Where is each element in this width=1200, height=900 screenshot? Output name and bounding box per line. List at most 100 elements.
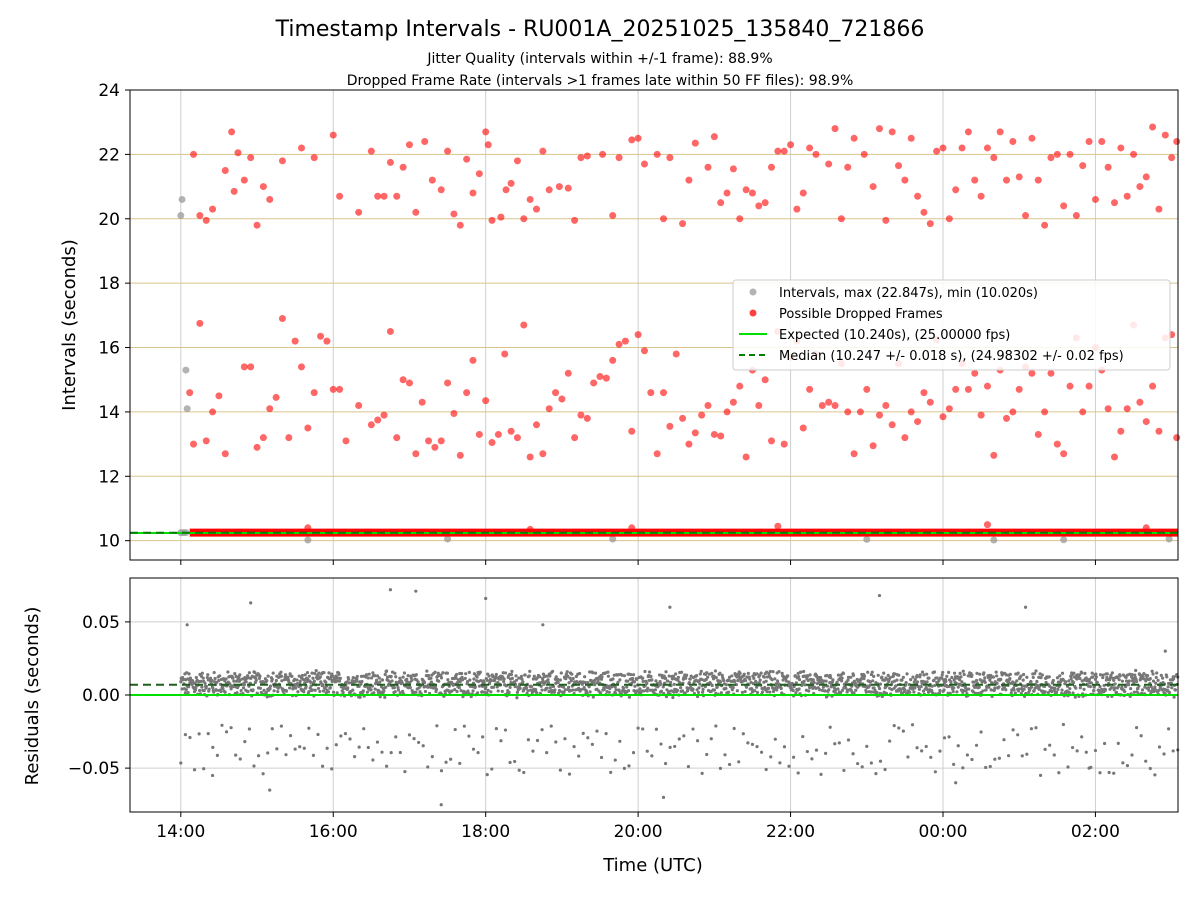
residual-point: [1075, 749, 1079, 753]
residual-point: [593, 683, 597, 687]
residual-point: [925, 680, 929, 684]
residual-point: [667, 689, 671, 694]
y-tick-label: 16: [98, 339, 120, 359]
residual-point: [711, 677, 716, 681]
dropped-frame-point: [914, 192, 922, 200]
residual-point: [988, 676, 992, 680]
dropped-frame-point: [1034, 430, 1042, 438]
dropped-frame-point: [672, 350, 680, 358]
residual-point: [325, 746, 329, 750]
residual-point: [556, 677, 560, 681]
residual-point: [886, 673, 890, 677]
residual-point: [1040, 673, 1044, 677]
dropped-frame-point: [837, 215, 845, 223]
residual-point: [627, 695, 632, 699]
residual-point: [661, 685, 665, 689]
residual-point: [1056, 687, 1060, 691]
dropped-frame-point: [1149, 123, 1157, 131]
residual-point: [398, 750, 402, 755]
residual-point: [1162, 752, 1166, 756]
residual-point: [183, 691, 187, 695]
residual-point: [293, 686, 298, 690]
residual-point: [327, 671, 331, 675]
residual-point: [975, 671, 979, 675]
residual-point: [810, 757, 814, 761]
residual-point: [584, 689, 589, 693]
residual-point: [221, 686, 225, 691]
dropped-frame-point: [1155, 427, 1163, 435]
residual-point: [987, 685, 991, 689]
residual-point: [548, 674, 552, 678]
dropped-frame-point: [774, 522, 782, 530]
residual-point: [551, 669, 555, 673]
residual-point: [219, 689, 223, 694]
residual-point: [1012, 688, 1016, 692]
residual-point: [765, 670, 769, 674]
residual-point: [571, 676, 575, 681]
residual-point: [549, 724, 553, 728]
dropped-frame-point: [634, 331, 642, 339]
residual-point: [371, 758, 375, 762]
residual-point: [695, 674, 699, 678]
residual-point: [288, 686, 292, 690]
residual-point: [1048, 743, 1052, 747]
y-tick-label: 24: [98, 81, 120, 101]
residual-point: [840, 679, 844, 683]
dropped-frame-point: [768, 437, 776, 445]
dropped-frame-point: [1130, 150, 1138, 158]
residual-point: [567, 681, 571, 685]
dropped-frame-point: [259, 183, 267, 191]
residual-point: [460, 678, 465, 682]
residual-point: [1043, 747, 1047, 751]
dropped-frame-point: [685, 440, 693, 448]
residual-point: [654, 727, 659, 731]
dropped-frame-point: [736, 382, 744, 390]
residual-point: [213, 676, 217, 681]
residual-point: [558, 678, 562, 682]
residual-point: [365, 690, 369, 694]
residual-outlier: [388, 588, 393, 592]
x-tick-label: 22:00: [766, 822, 815, 842]
residual-point: [312, 679, 316, 683]
residual-point: [396, 688, 401, 692]
residual-point: [752, 676, 756, 680]
residual-point: [1166, 727, 1171, 731]
residual-point: [366, 745, 370, 750]
residual-point: [214, 688, 219, 692]
residual-point: [871, 679, 875, 683]
residual-point: [194, 675, 198, 680]
residual-point: [302, 746, 306, 750]
interval-point: [609, 535, 617, 543]
residual-point: [882, 671, 886, 675]
dropped-frame-point: [1003, 414, 1011, 422]
residual-point: [782, 745, 787, 749]
dropped-frame-point: [704, 163, 712, 171]
legend-label: Intervals, max (22.847s), min (10.020s): [779, 286, 1038, 301]
residual-outlier: [1087, 766, 1091, 770]
residual-point: [759, 750, 764, 754]
residual-point: [974, 743, 979, 747]
residual-point: [341, 690, 345, 695]
residual-point: [1141, 677, 1146, 681]
residual-point: [540, 728, 544, 732]
residual-point: [613, 685, 617, 689]
dropped-frame-point: [437, 437, 445, 445]
residual-point: [920, 670, 925, 674]
residual-point: [839, 690, 843, 695]
residual-point: [337, 672, 341, 677]
residual-point: [1098, 673, 1103, 677]
residual-point: [775, 688, 779, 692]
residual-point: [1147, 688, 1151, 693]
residual-point: [724, 683, 728, 687]
top-axes-frame: [129, 89, 1179, 561]
dropped-frame-point: [679, 414, 687, 422]
residual-point: [1084, 750, 1088, 754]
residual-point: [360, 679, 364, 684]
residual-point: [410, 678, 414, 683]
residual-point: [929, 755, 933, 759]
dropped-frame-point: [990, 451, 998, 459]
residual-point: [755, 745, 759, 749]
legend-box: [732, 279, 1171, 371]
residual-point: [217, 678, 221, 683]
legend-label: Expected (10.240s), (25.00000 fps): [779, 328, 1010, 343]
